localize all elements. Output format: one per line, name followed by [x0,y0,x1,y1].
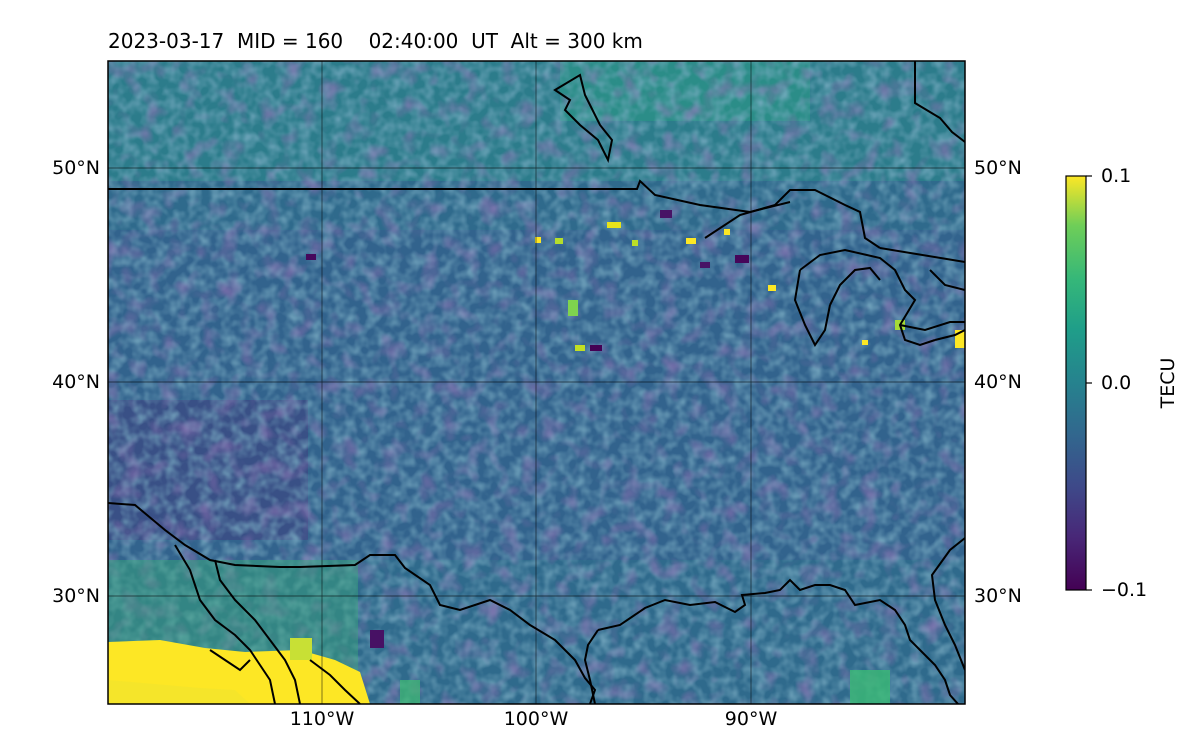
colorbar-tick-min: −0.1 [1101,579,1148,601]
lat-label-30-left: 30°N [52,585,100,607]
tec-field [108,61,965,704]
colorbar-tick-max: 0.1 [1101,165,1132,187]
lat-label-40-left: 40°N [52,371,100,393]
colorbar [1065,175,1087,591]
lon-label-100w: 100°W [503,708,569,730]
colorbar-label: TECU [1157,357,1179,409]
lat-label-50-right: 50°N [974,157,1022,179]
map-frame [107,60,966,705]
lat-label-40-right: 40°N [974,371,1022,393]
lat-label-50-left: 50°N [52,157,100,179]
map-title: 2023-03-17 MID = 160 02:40:00 UT Alt = 3… [108,29,643,53]
coastlines [108,61,965,704]
colorbar-ticks [1086,175,1092,591]
gridlines [108,61,965,704]
lon-label-90w: 90°W [724,708,778,730]
lon-label-110w: 110°W [289,708,355,730]
colorbar-tick-zero: 0.0 [1101,372,1132,394]
lat-label-30-right: 30°N [974,585,1022,607]
